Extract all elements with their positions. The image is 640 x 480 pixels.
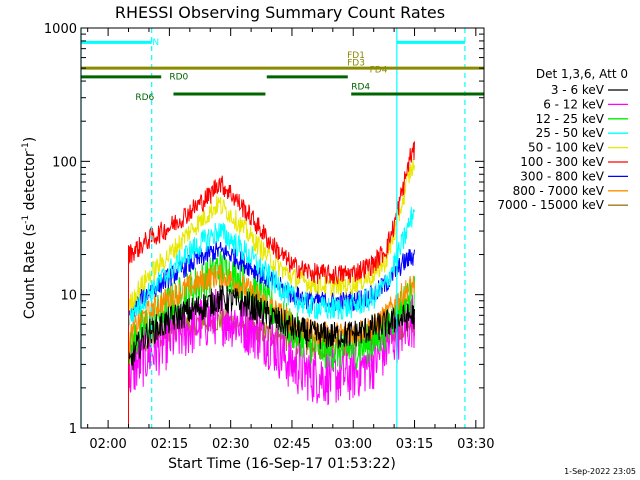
y-tick-label: 10 xyxy=(60,289,77,304)
x-tick-label: 03:00 xyxy=(335,437,372,452)
chart-title: RHESSI Observing Summary Count Rates xyxy=(115,3,445,22)
legend-entry-label: 300 - 800 keV xyxy=(520,169,604,183)
plot-frame xyxy=(80,27,485,429)
series-line-50-100-kev xyxy=(128,158,415,427)
x-tick-label: 02:30 xyxy=(212,437,249,452)
y-axis-label: Count Rate (s-1 detector-1) xyxy=(21,137,38,319)
legend-entry-label: 800 - 7000 keV xyxy=(513,184,605,198)
y-tick-label: 100 xyxy=(52,155,77,170)
y-axis-label-sup1: -1 xyxy=(21,215,31,224)
x-axis-label: Start Time (16-Sep-17 01:53:22) xyxy=(168,456,396,472)
y-tick-label: 1 xyxy=(69,422,77,437)
series-line-6-12-kev xyxy=(128,288,415,427)
legend-entry-label: 7000 - 15000 keV xyxy=(497,198,604,212)
legend-entry-label: 6 - 12 keV xyxy=(543,97,605,111)
legend-title: Det 1,3,6, Att 0 xyxy=(536,67,628,81)
y-axis-label-end: ) xyxy=(22,137,38,142)
y-axis-label-mid: detector xyxy=(22,151,38,215)
flag-label-fd1: FD1 xyxy=(347,51,365,61)
flag-label-rd4: RD4 xyxy=(351,83,370,93)
legend-entry-label: 25 - 50 keV xyxy=(536,126,605,140)
legend-entry-label: 100 - 300 keV xyxy=(520,155,604,169)
y-axis-label-main: Count Rate (s xyxy=(22,224,38,319)
y-axis: 1 10 100 1000 xyxy=(44,22,484,437)
legend-entry-label: 12 - 25 keV xyxy=(536,112,605,126)
legend-entry-label: 3 - 6 keV xyxy=(551,83,605,97)
flag-label-rd6: RD6 xyxy=(135,93,154,103)
data-layer xyxy=(128,141,415,427)
x-tick-label: 03:30 xyxy=(457,437,494,452)
x-tick-label: 02:15 xyxy=(151,437,188,452)
flag-label-rd0: RD0 xyxy=(169,73,188,83)
series-line-100-300-kev xyxy=(128,141,415,427)
flag-label-fd4: FD4 xyxy=(370,66,388,76)
y-tick-label: 1000 xyxy=(44,22,77,37)
timestamp: 1-Sep-2022 23:05 xyxy=(564,467,636,476)
series-line-3-6-kev xyxy=(128,285,415,427)
series-line-25-50-kev xyxy=(128,206,415,427)
x-tick-label: 02:00 xyxy=(89,437,126,452)
y-axis-label-sup2: -1 xyxy=(21,142,31,151)
x-tick-label: 02:45 xyxy=(273,437,310,452)
flag-label-n: N xyxy=(152,38,159,48)
flag-label-fd3: FD3 xyxy=(347,59,365,69)
x-axis: 02:00 02:15 02:30 02:45 03:00 03:15 03:30 xyxy=(87,28,495,452)
legend-entry-label: 50 - 100 keV xyxy=(528,141,605,155)
x-tick-label: 03:15 xyxy=(396,437,433,452)
